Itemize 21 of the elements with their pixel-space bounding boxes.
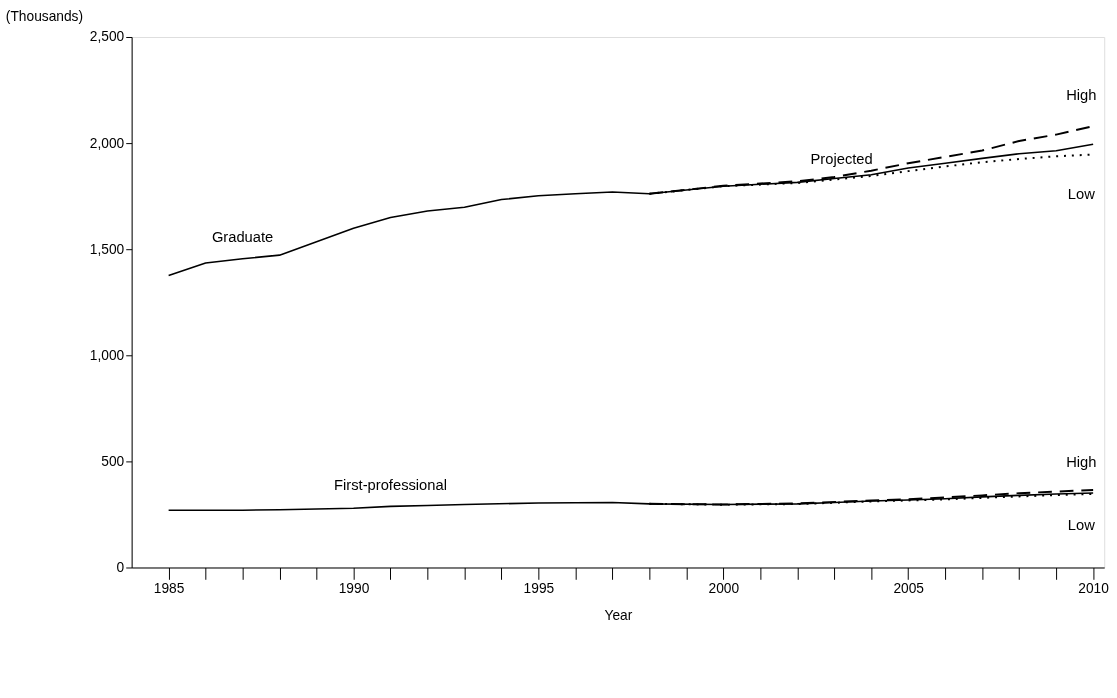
y-tick-label: 2,000 [89, 135, 125, 151]
x-tick-label: 1990 [338, 580, 370, 596]
y-axis-title: (Thousands) [5, 9, 84, 25]
series-label: Graduate [211, 229, 274, 246]
x-tick-label: 1985 [153, 580, 185, 596]
series-label: High [1066, 86, 1097, 103]
annotation: Projected [810, 150, 873, 167]
series-label: Low [1067, 517, 1096, 534]
series-label: First-professional [334, 476, 447, 493]
x-tick-label: 2005 [893, 580, 925, 596]
y-tick-label: 1,000 [89, 347, 125, 363]
x-tick-label: 1995 [523, 580, 555, 596]
series-label: High [1066, 454, 1097, 471]
y-tick-label: 500 [101, 453, 125, 469]
y-tick-label: 0 [116, 559, 125, 575]
y-tick-label: 1,500 [89, 241, 125, 257]
x-axis-title: Year [604, 608, 633, 624]
text: Low [1067, 185, 1096, 202]
y-tick-label: 2,500 [89, 29, 125, 45]
x-tick-label: 2010 [1078, 580, 1110, 596]
x-tick-label: 2000 [708, 580, 740, 596]
